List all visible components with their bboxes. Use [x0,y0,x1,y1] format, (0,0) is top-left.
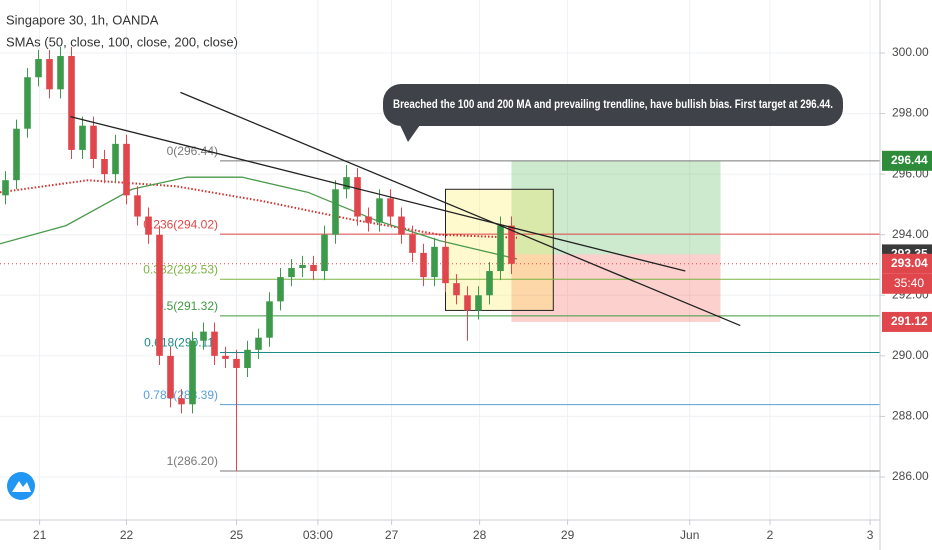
y-tick-label: 288.00 [892,409,929,423]
candle-body [112,143,119,175]
fib-label: 0.236(294.02) [143,217,218,231]
candle-body [299,264,306,269]
price-label: 296.44 [891,153,928,167]
candle-body [167,355,174,399]
candle-body [277,277,284,302]
candle-body [68,56,75,150]
price-label: 293.04 [891,256,928,270]
price-label-bg [882,311,932,332]
candle-body [35,59,42,78]
y-tick-label: 300.00 [892,45,929,59]
countdown-bg [882,273,932,294]
candle-body [134,195,141,217]
candle-body [189,340,196,405]
plot: 0(296.44) 0.236(294.02) 0.382(292.53) 0.5(2… [0,46,880,472]
candle-body [13,128,20,181]
fib-label: 0.5(291.32) [157,299,218,313]
candle-body [420,252,427,278]
price-label: 291.12 [891,314,928,328]
candle-body [233,358,240,368]
callout-box [383,84,843,126]
y-tick-label: 298.00 [892,106,929,120]
x-tick-label: 28 [473,528,487,542]
candle-body [57,56,64,90]
callout-tail [400,125,420,142]
sma-line [0,179,518,239]
indicator-legend: SMAs (50, close, 100, close, 200, close) [6,34,238,49]
candle-body [46,59,53,90]
callout-text: Breached the 100 and 200 MA and prevaili… [393,97,833,111]
candle-body [211,331,218,356]
target-zone [511,160,721,255]
x-tick-label: 21 [33,528,47,542]
y-tick-label: 294.00 [892,227,929,241]
candle-body [332,189,339,235]
candle-body [497,225,504,272]
candle-body [101,158,108,175]
logo [7,472,35,500]
price-label-bg [882,150,932,171]
fib-label: 0.786(288.39) [143,388,218,402]
candle-body [90,125,97,159]
fib-label: 0(296.44) [167,144,218,158]
candle-body [310,264,317,272]
candle-body [475,295,482,311]
candle-body [365,216,372,223]
candle-body [442,246,449,284]
candle-body [431,246,438,278]
trendline [70,115,686,272]
logo-mark [12,481,31,492]
x-tick-label: 03:00 [303,528,333,542]
candle-body [376,198,383,223]
fib-label: 0.618(290.11) [144,336,218,350]
candle-body [79,125,86,150]
candle-body [387,198,394,217]
callout: Breached the 100 and 200 MA and prevaili… [383,84,843,142]
x-tick-label: 22 [120,528,134,542]
candle-body [486,271,493,296]
candle-body [244,349,251,368]
price-label-bg [882,253,932,274]
fib-label: 0.382(292.53) [143,262,218,276]
candle-body [24,77,31,129]
candle-body [453,283,460,296]
candle-body [145,216,152,235]
candle-body [156,234,163,356]
candle-body [255,337,262,350]
x-tick-label: 29 [561,528,575,542]
candle-body [398,216,405,235]
candle-body [343,177,350,190]
sma-line [0,176,518,260]
candle-body [200,331,207,341]
candle-body [288,268,295,278]
chart-title: Singapore 30, 1h, OANDA [6,12,159,27]
x-tick-label: Jun [680,528,699,542]
candle-body [321,234,328,272]
candle-body [123,143,130,196]
candle-body [409,234,416,253]
x-tick-label: 25 [230,528,244,542]
x-tick-label: 27 [385,528,399,542]
countdown: 35:40 [894,276,924,290]
fib-label: 1(286.20) [167,454,218,468]
x-tick-label: 2 [767,528,774,542]
candle-body [508,225,515,264]
axis: 286.00288.00290.00292.00294.00296.00298.… [33,45,932,542]
candle-body [266,301,273,338]
candle-body [2,180,9,196]
candle-body [354,177,361,217]
trendline [180,91,741,327]
candle-body [464,295,471,311]
candle-body [222,355,229,359]
candle-body [178,398,185,405]
x-tick-label: 3 [867,528,874,542]
y-tick-label: 290.00 [892,348,929,362]
y-tick-label: 286.00 [892,469,929,483]
